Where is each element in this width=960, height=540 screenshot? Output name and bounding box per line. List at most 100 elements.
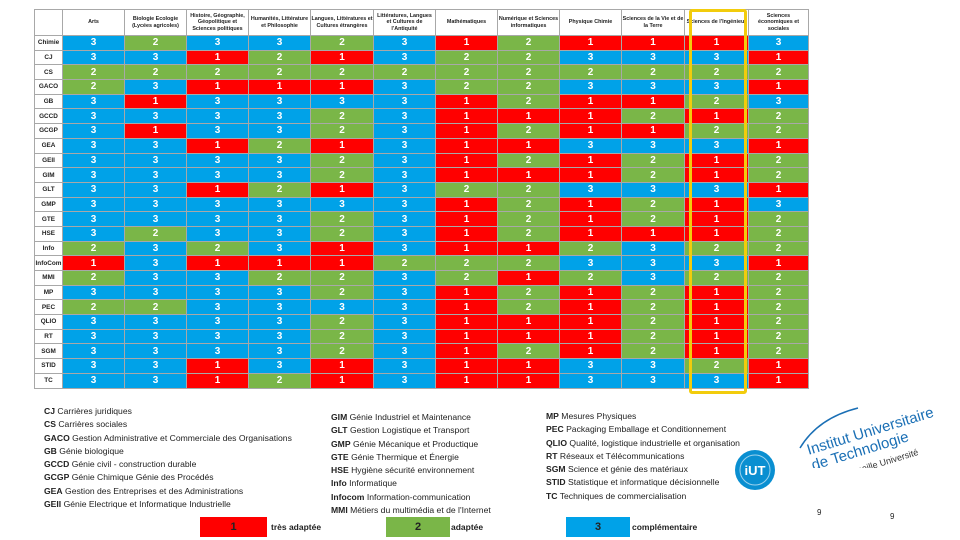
rating-cell: 1 <box>435 284 498 301</box>
row-label: GCCD <box>34 108 63 125</box>
legend-item: TC Techniques de commercialisation <box>546 490 740 503</box>
rating-cell: 2 <box>497 35 560 51</box>
column-header: Sciences de l'Ingénieur <box>684 9 749 36</box>
rating-cell: 2 <box>310 108 374 125</box>
rating-cell: 2 <box>310 64 374 81</box>
rating-cell: 3 <box>621 358 685 374</box>
rating-cell: 2 <box>435 181 498 198</box>
legend-abbr: GACO <box>44 432 70 443</box>
rating-cell: 3 <box>124 255 187 271</box>
rating-cell: 3 <box>248 152 311 169</box>
row-label: GACO <box>34 79 63 95</box>
legend-abbr: GCGP <box>44 472 70 483</box>
rating-cell: 1 <box>435 240 498 257</box>
rating-cell: 3 <box>124 270 187 286</box>
rating-cell: 3 <box>186 196 249 213</box>
iut-badge-text: iUT <box>745 463 766 478</box>
rating-cell: 3 <box>62 93 125 110</box>
rating-cell: 1 <box>559 299 622 316</box>
rating-cell: 1 <box>310 240 374 257</box>
legend-text: Techniques de commercialisation <box>559 490 687 501</box>
table-row: GTE 3 3 3 3 2 3 1 2 1 2 1 2 <box>34 211 809 227</box>
rating-cell: 1 <box>435 123 498 139</box>
rating-cell: 1 <box>748 181 809 198</box>
rating-cell: 3 <box>621 181 685 198</box>
rating-cell: 3 <box>124 372 187 389</box>
rating-cell: 3 <box>62 372 125 389</box>
rating-cell: 2 <box>62 64 125 81</box>
rating-cell: 1 <box>621 93 685 110</box>
rating-cell: 2 <box>62 240 125 257</box>
rating-cell: 3 <box>248 284 311 301</box>
legend-abbr: GIM <box>331 412 348 422</box>
legend-column-1: CJ Carrières juridiques CS Carrières soci… <box>44 405 292 511</box>
rating-cell: 3 <box>559 255 622 271</box>
rating-cell: 1 <box>310 372 374 389</box>
rating-cell: 1 <box>684 284 749 301</box>
rating-cell: 1 <box>684 328 749 345</box>
legend-abbr: PEC <box>546 424 564 435</box>
legend-abbr: GCCD <box>44 459 70 470</box>
rating-cell: 1 <box>684 225 749 242</box>
legend-text: Gestion Administrative et Commerciale de… <box>72 432 292 443</box>
legend-abbr: MMI <box>331 505 348 516</box>
rating-cell: 1 <box>435 314 498 330</box>
rating-cell: 3 <box>124 108 187 125</box>
rating-cell: 1 <box>435 343 498 360</box>
rating-cell: 3 <box>373 35 436 51</box>
logo-arc-icon <box>799 407 859 449</box>
rating-cell: 3 <box>621 240 685 257</box>
rating-cell: 3 <box>373 372 436 389</box>
table-row: GACO 2 3 1 1 1 3 2 2 3 3 3 1 <box>34 79 809 95</box>
rating-cell: 2 <box>310 152 374 169</box>
rating-cell: 2 <box>684 358 749 374</box>
legend-item: GACO Gestion Administrative et Commercia… <box>44 432 292 445</box>
legend-item: RT Réseaux et Télécommunications <box>546 450 740 463</box>
page-number: 9 <box>890 512 895 521</box>
rating-cell: 3 <box>62 123 125 139</box>
legend-text: Génie Industriel et Maintenance <box>349 412 471 422</box>
table-row: Info 2 3 2 3 1 3 1 1 2 3 2 2 <box>34 240 809 257</box>
rating-cell: 2 <box>373 255 436 271</box>
legend-abbr: GTE <box>331 451 349 462</box>
rating-cell: 2 <box>497 64 560 81</box>
rating-cell: 2 <box>497 123 560 139</box>
legend-abbr: GEII <box>44 499 62 510</box>
legend-item: GMP Génie Mécanique et Productique <box>331 438 491 451</box>
rating-cell: 2 <box>310 35 374 51</box>
iut-badge-icon: iUT <box>736 451 774 489</box>
legend-abbr: STID <box>546 477 566 488</box>
rating-cell: 3 <box>248 108 311 125</box>
rating-cell: 3 <box>248 343 311 360</box>
rating-cell: 1 <box>559 152 622 169</box>
column-header: Arts <box>62 9 125 36</box>
rating-cell: 1 <box>310 255 374 271</box>
rating-cell: 1 <box>497 167 560 183</box>
legend-item: GEII Génie Electrique et Informatique In… <box>44 498 292 511</box>
rating-cell: 3 <box>62 358 125 374</box>
rating-cell: 3 <box>559 181 622 198</box>
rating-cell: 1 <box>559 108 622 125</box>
legend-abbr: QLIO <box>546 437 568 448</box>
table-row: QLIO 3 3 3 3 2 3 1 1 1 2 1 2 <box>34 314 809 330</box>
rating-cell: 1 <box>435 108 498 125</box>
rating-cell: 2 <box>684 270 749 286</box>
rating-cell: 2 <box>435 270 498 286</box>
rating-cell: 2 <box>248 64 311 81</box>
legend-text: Génie biologique <box>59 445 124 456</box>
rating-cell: 3 <box>373 284 436 301</box>
legend-item: PEC Packaging Emballage et Conditionneme… <box>546 423 740 436</box>
rating-cell: 1 <box>559 196 622 213</box>
rating-cell: 1 <box>559 93 622 110</box>
rating-cell: 1 <box>684 108 749 125</box>
rating-cell: 2 <box>684 240 749 257</box>
legend-abbr: TC <box>546 490 558 501</box>
rating-cell: 3 <box>748 35 809 51</box>
rating-cell: 3 <box>186 93 249 110</box>
rating-cell: 3 <box>373 314 436 330</box>
row-label: QLIO <box>34 314 63 330</box>
table-row: MP 3 3 3 3 2 3 1 2 1 2 1 2 <box>34 284 809 301</box>
column-header: Humanités, Littérature et Philosophie <box>248 9 311 36</box>
rating-cell: 3 <box>62 314 125 330</box>
legend-abbr: SGM <box>546 464 566 475</box>
